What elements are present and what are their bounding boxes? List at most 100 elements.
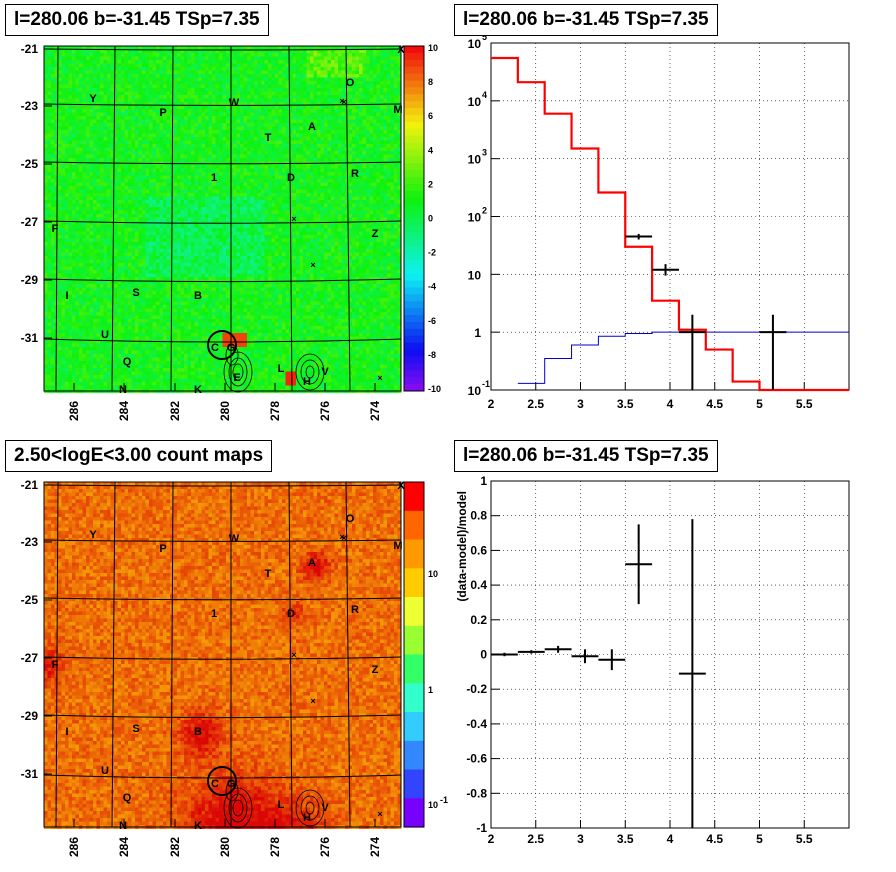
heatmap-pixel: [320, 196, 325, 201]
heatmap-pixel: [222, 123, 227, 127]
heatmap-pixel: [75, 126, 80, 131]
heatmap-pixel: [215, 147, 220, 152]
heatmap-pixel: [383, 123, 388, 127]
heatmap-pixel: [121, 165, 125, 169]
heatmap-pixel: [296, 196, 300, 201]
heatmap-pixel: [138, 109, 143, 113]
heatmap-pixel: [215, 74, 220, 78]
heatmap-pixel: [317, 81, 321, 85]
heatmap-pixel: [366, 98, 370, 103]
heatmap-pixel: [58, 168, 62, 173]
heatmap-pixel: [65, 60, 69, 64]
heatmap-pixel: [51, 70, 55, 75]
heatmap-pixel: [135, 119, 139, 124]
heatmap-pixel: [180, 60, 185, 64]
heatmap-pixel: [313, 179, 318, 183]
heatmap-pixel: [170, 102, 174, 106]
heatmap-pixel: [72, 200, 76, 204]
heatmap-pixel: [292, 154, 297, 159]
heatmap-pixel: [75, 95, 80, 99]
heatmap-pixel: [362, 109, 367, 113]
heatmap-pixel: [156, 182, 160, 187]
heatmap-pixel: [285, 147, 290, 152]
heatmap-pixel: [184, 46, 188, 50]
heatmap-pixel: [275, 67, 279, 71]
heatmap-pixel: [201, 49, 206, 54]
heatmap-pixel: [187, 140, 192, 145]
heatmap-pixel: [51, 175, 55, 180]
heatmap-pixel: [359, 182, 363, 187]
heatmap-pixel: [331, 56, 335, 61]
heatmap-pixel: [278, 193, 283, 197]
heatmap-pixel: [180, 105, 185, 110]
heatmap-pixel: [352, 74, 356, 78]
heatmap-pixel: [352, 63, 356, 68]
heatmap-pixel: [275, 123, 279, 127]
heatmap-pixel: [54, 46, 59, 50]
heatmap-pixel: [359, 91, 363, 96]
heatmap-pixel: [201, 175, 206, 180]
heatmap-pixel: [201, 140, 206, 145]
heatmap-pixel: [131, 151, 136, 155]
heatmap-pixel: [324, 133, 328, 138]
heatmap-pixel: [58, 46, 62, 50]
heatmap-pixel: [268, 60, 272, 64]
heatmap-pixel: [240, 49, 244, 54]
heatmap-pixel: [250, 109, 255, 113]
heatmap-pixel: [177, 154, 181, 159]
heatmap-pixel: [128, 49, 132, 54]
heatmap-pixel: [366, 67, 370, 71]
heatmap-pixel: [296, 210, 300, 215]
heatmap-pixel: [201, 151, 206, 155]
heatmap-pixel: [275, 196, 279, 201]
heatmap-pixel: [177, 116, 181, 120]
heatmap-pixel: [215, 53, 220, 57]
heatmap-pixel: [173, 186, 178, 190]
heatmap-pixel: [257, 63, 262, 68]
heatmap-pixel: [247, 95, 251, 99]
heatmap-pixel: [128, 193, 132, 197]
heatmap-pixel: [72, 67, 76, 71]
heatmap-pixel: [163, 119, 167, 124]
heatmap-pixel: [187, 60, 192, 64]
heatmap-pixel: [201, 182, 206, 187]
heatmap-pixel: [79, 84, 83, 89]
heatmap-pixel: [170, 77, 174, 82]
heatmap-pixel: [117, 81, 122, 85]
heatmap-pixel: [278, 179, 283, 183]
heatmap-pixel: [247, 154, 251, 159]
heatmap-pixel: [373, 200, 377, 204]
heatmap-pixel: [278, 67, 283, 71]
heatmap-pixel: [219, 179, 223, 183]
heatmap-pixel: [219, 105, 223, 110]
heatmap-pixel: [226, 154, 230, 159]
heatmap-pixel: [355, 133, 360, 138]
heatmap-pixel: [247, 126, 251, 131]
heatmap-pixel: [82, 70, 87, 75]
heatmap-pixel: [376, 74, 381, 78]
heatmap-pixel: [254, 165, 258, 169]
heatmap-pixel: [219, 207, 223, 211]
heatmap-pixel: [152, 116, 157, 120]
heatmap-pixel: [191, 175, 195, 180]
heatmap-pixel: [58, 88, 62, 92]
heatmap-pixel: [114, 133, 118, 138]
heatmap-pixel: [257, 168, 262, 173]
heatmap-pixel: [201, 95, 206, 99]
heatmap-pixel: [138, 67, 143, 71]
heatmap-pixel: [240, 207, 244, 211]
heatmap-pixel: [61, 144, 66, 148]
heatmap-pixel: [303, 49, 307, 54]
heatmap-pixel: [373, 105, 377, 110]
heatmap-pixel: [285, 130, 290, 134]
heatmap-pixel: [138, 56, 143, 61]
heatmap-pixel: [114, 182, 118, 187]
heatmap-pixel: [96, 161, 101, 166]
heatmap-pixel: [75, 161, 80, 166]
heatmap-pixel: [296, 186, 300, 190]
heatmap-pixel: [170, 126, 174, 131]
heatmap-pixel: [352, 70, 356, 75]
heatmap-pixel: [128, 74, 132, 78]
heatmap-pixel: [177, 105, 181, 110]
heatmap-pixel: [254, 119, 258, 124]
